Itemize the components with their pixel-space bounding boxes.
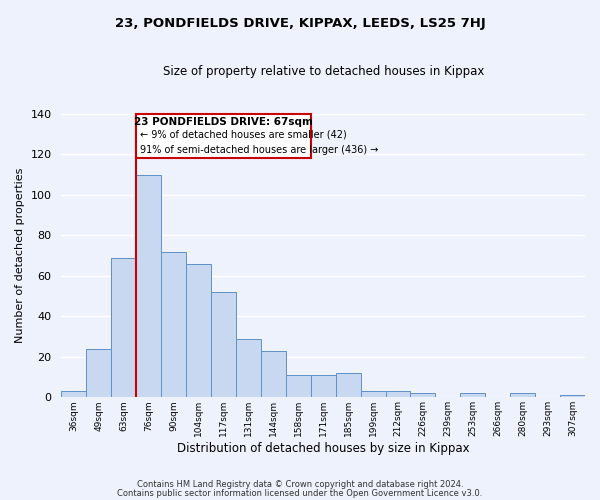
Bar [286, 375, 311, 398]
Bar [410, 393, 436, 398]
Bar [460, 393, 485, 398]
Bar [61, 391, 86, 398]
Bar [211, 292, 236, 398]
Bar [86, 348, 111, 398]
Bar [236, 338, 261, 398]
X-axis label: Distribution of detached houses by size in Kippax: Distribution of detached houses by size … [177, 442, 470, 455]
Bar [386, 391, 410, 398]
Bar [261, 350, 286, 398]
Y-axis label: Number of detached properties: Number of detached properties [15, 168, 25, 344]
Bar [311, 375, 335, 398]
Title: Size of property relative to detached houses in Kippax: Size of property relative to detached ho… [163, 65, 484, 78]
Text: ← 9% of detached houses are smaller (42): ← 9% of detached houses are smaller (42) [140, 129, 347, 139]
Bar [136, 174, 161, 398]
Bar [111, 258, 136, 398]
Bar [335, 373, 361, 398]
Bar [560, 396, 585, 398]
FancyBboxPatch shape [136, 114, 311, 158]
Text: Contains public sector information licensed under the Open Government Licence v3: Contains public sector information licen… [118, 490, 482, 498]
Text: 91% of semi-detached houses are larger (436) →: 91% of semi-detached houses are larger (… [140, 146, 379, 156]
Bar [510, 393, 535, 398]
Bar [186, 264, 211, 398]
Text: 23, PONDFIELDS DRIVE, KIPPAX, LEEDS, LS25 7HJ: 23, PONDFIELDS DRIVE, KIPPAX, LEEDS, LS2… [115, 18, 485, 30]
Text: 23 PONDFIELDS DRIVE: 67sqm: 23 PONDFIELDS DRIVE: 67sqm [134, 117, 313, 127]
Bar [161, 252, 186, 398]
Text: Contains HM Land Registry data © Crown copyright and database right 2024.: Contains HM Land Registry data © Crown c… [137, 480, 463, 489]
Bar [361, 391, 386, 398]
